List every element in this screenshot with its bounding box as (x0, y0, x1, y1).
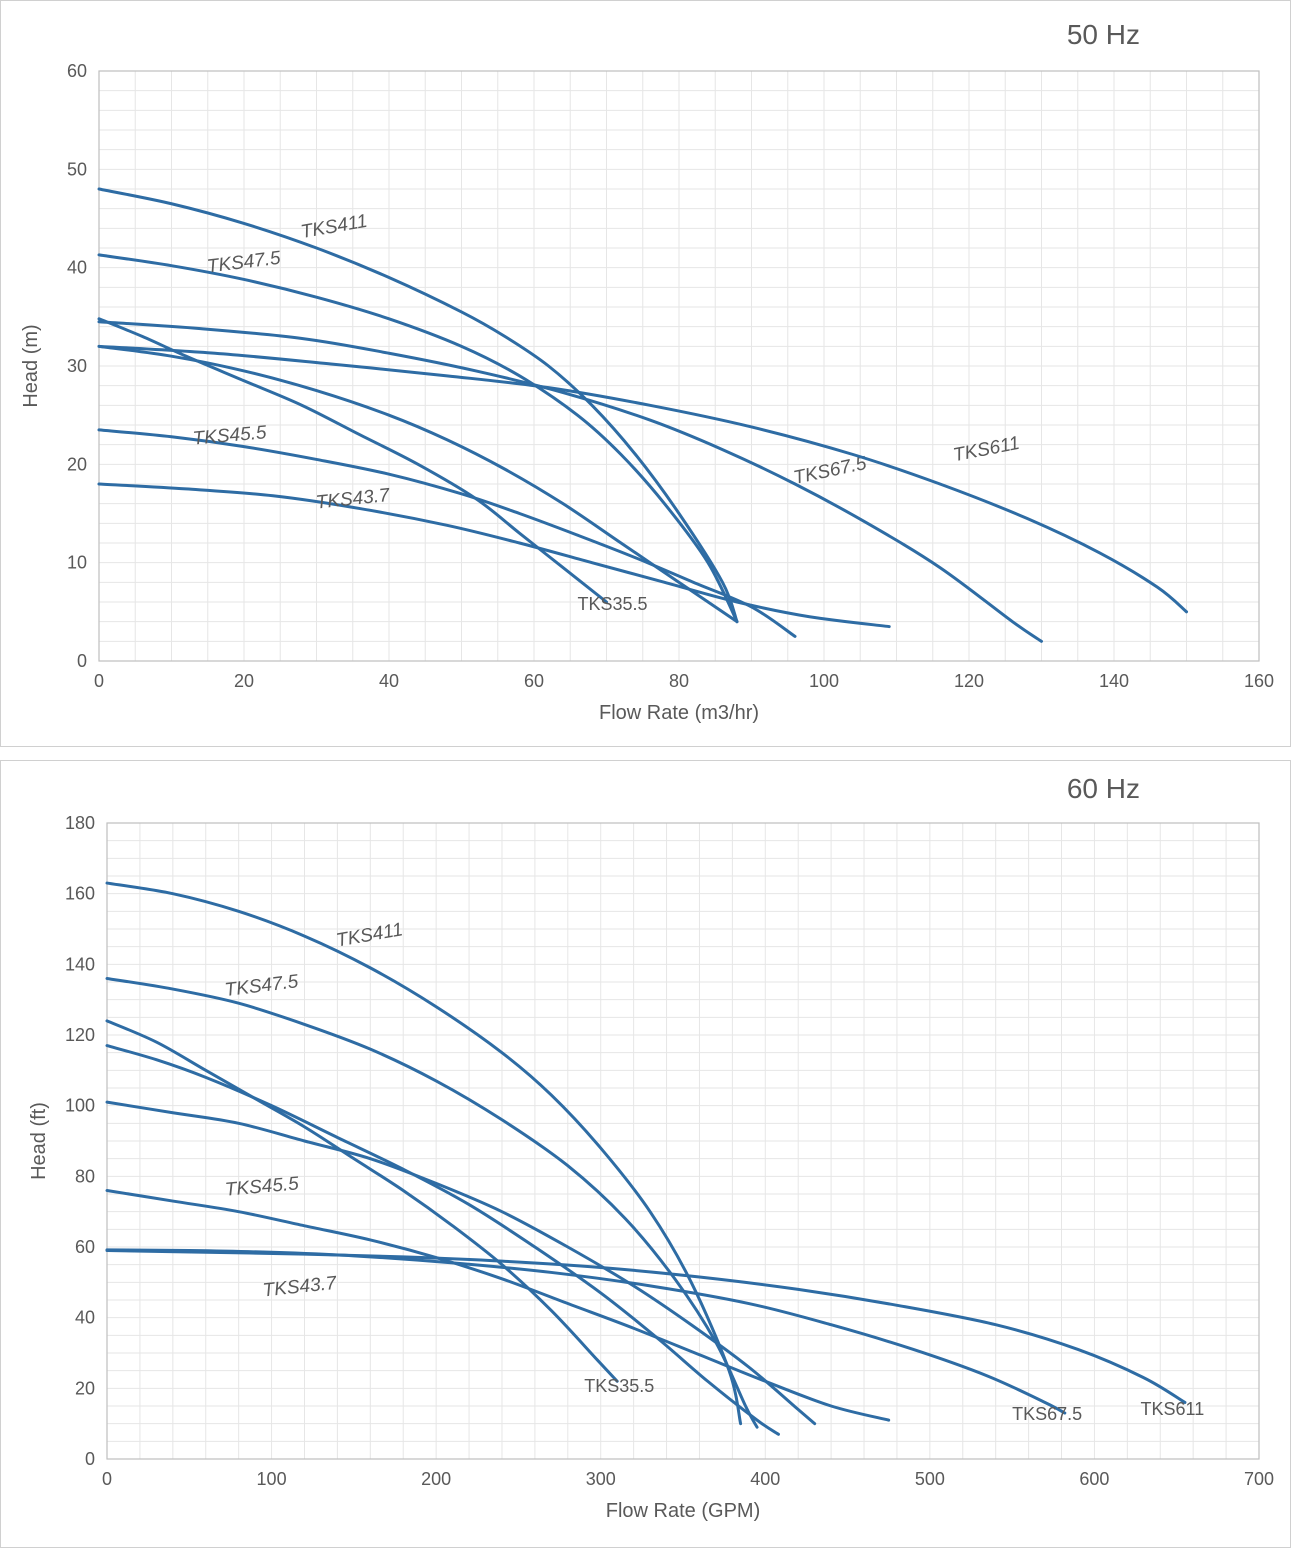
y-tick-label: 80 (75, 1166, 95, 1186)
series-label-TKS611: TKS611 (951, 433, 1021, 466)
y-tick-label: 0 (77, 651, 87, 671)
chart-svg: 0 20 40 60 80 100 120 140 160 0 10 20 30 40 50 60 Flow R… (1, 1, 1291, 748)
x-tick-label: 140 (1099, 671, 1129, 691)
x-tick-label: 0 (94, 671, 104, 691)
y-tick-label: 100 (65, 1096, 95, 1116)
x-tick-label: 500 (915, 1469, 945, 1489)
x-tick-label: 0 (102, 1469, 112, 1489)
chart-title: 50 Hz (1067, 19, 1140, 51)
curve-TKS47.5 (107, 978, 757, 1427)
y-tick-label: 60 (75, 1237, 95, 1257)
grid-minor (99, 71, 1259, 661)
chart-panel: 50 Hz 0 20 40 60 80 100 120 140 160 0 10 20 30 40 50 60 F… (0, 0, 1291, 747)
series-label-TKS35.5: TKS35.5 (578, 594, 648, 614)
y-tick-label: 40 (75, 1308, 95, 1328)
y-tick-label: 50 (67, 159, 87, 179)
series-label-TKS43.7: TKS43.7 (262, 1273, 339, 1302)
x-axis-label: Flow Rate (m3/hr) (599, 702, 759, 724)
series-label-TKS67.5: TKS67.5 (1012, 1404, 1082, 1424)
y-tick-label: 30 (67, 356, 87, 376)
x-tick-label: 60 (524, 671, 544, 691)
series-label-TKS35.5: TKS35.5 (584, 1376, 654, 1396)
series-label-TKS47.5: TKS47.5 (224, 971, 300, 1001)
y-tick-label: 160 (65, 884, 95, 904)
series-label-TKS43.7: TKS43.7 (315, 485, 392, 514)
y-tick-label: 20 (75, 1378, 95, 1398)
chart-panel: 60 Hz 0 100 200 300 400 500 600 700 0 20 40 60 80 100 1… (0, 760, 1291, 1548)
x-tick-label: 100 (257, 1469, 287, 1489)
y-tick-label: 40 (67, 258, 87, 278)
series-label-TKS45.5: TKS45.5 (192, 422, 268, 449)
x-tick-label: 20 (234, 671, 254, 691)
y-tick-label: 0 (85, 1449, 95, 1469)
y-tick-label: 10 (67, 553, 87, 573)
x-tick-label: 600 (1079, 1469, 1109, 1489)
x-tick-label: 700 (1244, 1469, 1274, 1489)
series-label-TKS611: TKS611 (1141, 1399, 1205, 1419)
y-tick-label: 60 (67, 61, 87, 81)
y-tick-label: 120 (65, 1025, 95, 1045)
series-label-TKS47.5: TKS47.5 (206, 248, 282, 278)
x-tick-label: 40 (379, 671, 399, 691)
y-tick-label: 180 (65, 813, 95, 833)
y-tick-label: 140 (65, 954, 95, 974)
x-tick-label: 100 (809, 671, 839, 691)
y-axis-label: Head (m) (20, 324, 42, 407)
series-label-TKS45.5: TKS45.5 (224, 1173, 300, 1200)
x-tick-label: 400 (750, 1469, 780, 1489)
series-label-TKS67.5: TKS67.5 (792, 453, 869, 489)
grid-minor (107, 823, 1259, 1459)
page: 50 Hz 0 20 40 60 80 100 120 140 160 0 10 20 30 40 50 60 F… (0, 0, 1291, 1548)
x-tick-label: 120 (954, 671, 984, 691)
x-tick-label: 160 (1244, 671, 1274, 691)
curve-TKS37.5 (107, 1021, 617, 1381)
curve-TKS35.5 (107, 1046, 778, 1435)
x-tick-label: 80 (669, 671, 689, 691)
y-tick-label: 20 (67, 454, 87, 474)
chart-svg: 0 100 200 300 400 500 600 700 0 20 40 60 80 100 120 140… (1, 761, 1291, 1549)
x-tick-label: 300 (586, 1469, 616, 1489)
series-label-TKS411: TKS411 (299, 211, 369, 243)
y-axis-label: Head (ft) (28, 1102, 50, 1180)
x-tick-label: 200 (421, 1469, 451, 1489)
chart-title: 60 Hz (1067, 773, 1140, 805)
x-axis-label: Flow Rate (GPM) (606, 1500, 760, 1522)
